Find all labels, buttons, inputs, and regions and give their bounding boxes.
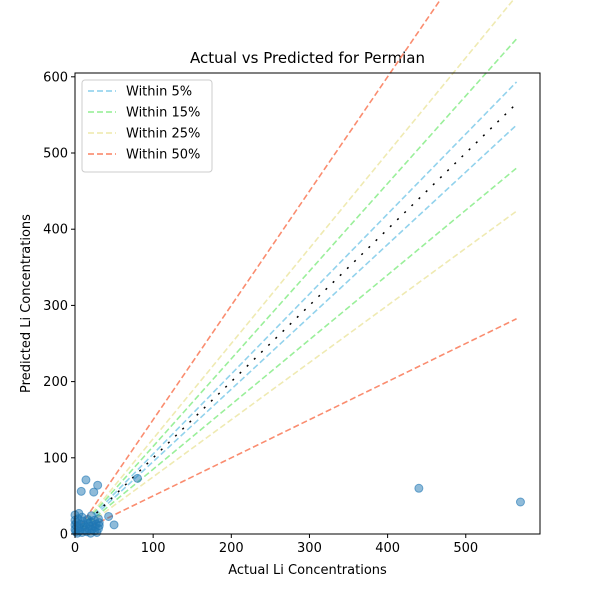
x-tick-label: 100 — [141, 541, 166, 556]
y-tick-label: 400 — [43, 223, 68, 238]
x-tick-label: 300 — [297, 541, 322, 556]
y-tick-label: 500 — [43, 147, 68, 162]
band-line-0.15-upper — [74, 38, 518, 535]
legend-entry: Within 25% — [126, 127, 200, 142]
band-line-0.05-lower — [74, 124, 518, 535]
scatter-point — [104, 511, 114, 521]
chart-title: Actual vs Predicted for Permian — [190, 49, 425, 67]
x-axis-ticks: 0 100 200 300 400 500 — [71, 534, 478, 556]
band-line-0.25-lower — [74, 210, 518, 535]
x-tick-label: 200 — [219, 541, 244, 556]
scatter-point — [89, 487, 99, 497]
scatter-point — [94, 521, 104, 531]
legend-box — [81, 79, 213, 173]
x-axis-label: Actual Li Concentrations — [228, 563, 387, 578]
scatter-point — [109, 520, 119, 530]
y-axis-label: Predicted Li Concentrations — [19, 214, 34, 393]
scatter-point — [76, 486, 86, 496]
x-tick-label: 400 — [375, 541, 400, 556]
scatter-point — [414, 483, 424, 493]
x-tick-label: 500 — [453, 541, 478, 556]
y-tick-label: 300 — [43, 299, 68, 314]
band-line-0.05-upper — [74, 81, 518, 535]
band-line-0.25-upper — [74, 0, 515, 535]
y-tick-label: 200 — [43, 375, 68, 390]
scatter-point — [93, 480, 103, 490]
legend: Within 5% Within 15% Within 25% Within 50% — [81, 79, 213, 173]
band-line-0.5-upper — [74, 0, 442, 535]
scatter-point — [133, 473, 143, 483]
legend-entry: Within 5% — [126, 85, 192, 100]
x-tick-label: 0 — [71, 541, 79, 556]
scatter-point — [81, 475, 91, 485]
legend-entry: Within 50% — [126, 148, 200, 163]
data-layer — [70, 0, 525, 538]
band-line-0.15-lower — [74, 167, 518, 535]
y-tick-label: 100 — [43, 451, 68, 466]
y-tick-label: 600 — [43, 70, 68, 85]
band-line-0.5-lower — [74, 318, 517, 535]
scatter-point — [515, 497, 525, 507]
legend-entry: Within 15% — [126, 106, 200, 121]
y-axis-ticks: 0 100 200 300 400 500 600 — [43, 70, 75, 543]
plot-frame — [74, 72, 541, 535]
y-tick-label: 0 — [60, 528, 68, 543]
